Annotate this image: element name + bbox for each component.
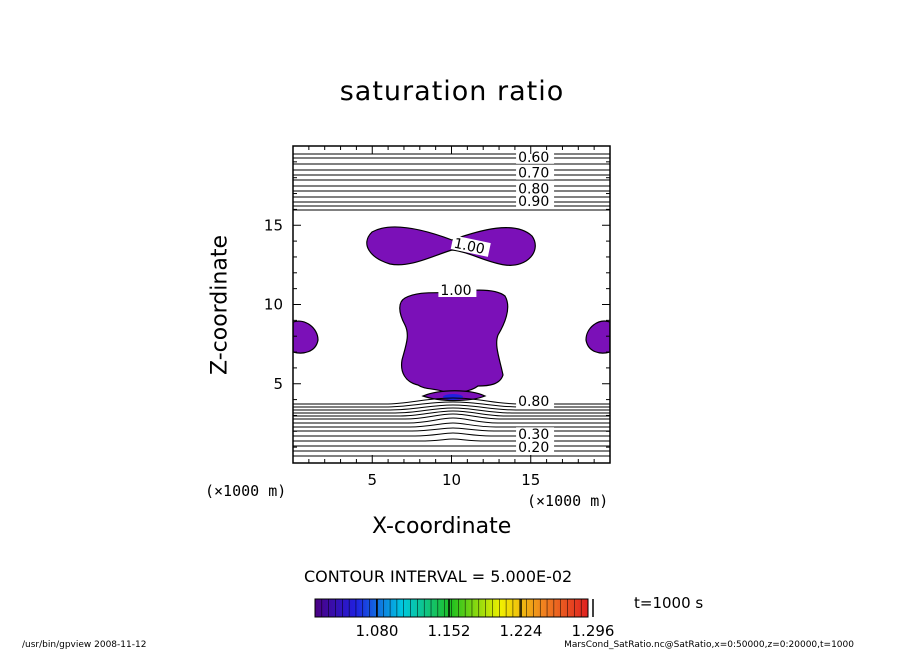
footer-right: MarsCond_SatRatio.nc@SatRatio,x=0:50000,…: [564, 640, 854, 650]
chart-title: saturation ratio: [339, 76, 565, 107]
contour-label: 0.80: [518, 394, 549, 410]
colorbar-tick-label: 1.080: [356, 622, 399, 640]
y-axis-label: Z-coordinate: [207, 235, 233, 375]
axis-tick-labels: 5 10 15 5 10 15: [264, 216, 540, 489]
contour-interval-label: CONTOUR INTERVAL = 5.000E-02: [304, 567, 573, 586]
peak-spot: [443, 394, 463, 400]
contour-label: 0.80: [518, 182, 549, 198]
lower-contour-lines: [293, 397, 610, 457]
axis-ticks: [293, 146, 610, 463]
colorbar-tick-label: 1.296: [572, 622, 615, 640]
contour-label: 1.00: [452, 236, 486, 258]
contour-label: 0.20: [518, 440, 549, 456]
right-edge-lobe: [585, 320, 610, 354]
contour-labels: 0.600.700.800.901.001.000.800.300.20: [438, 149, 555, 456]
contour-label-bg: [516, 393, 555, 408]
contour-label: 0.70: [518, 166, 549, 182]
time-label: t=1000 s: [634, 594, 704, 612]
upper-lobe: [366, 226, 536, 266]
contour-label: 0.30: [518, 427, 549, 443]
contour-label-bg: [516, 149, 555, 164]
y-tick-label: 15: [264, 216, 283, 234]
central-column: [399, 289, 509, 394]
footer-left: /usr/bin/gpview 2008-11-12: [22, 640, 147, 650]
contour-label-bg: [516, 427, 555, 442]
contour-label-bg: [438, 282, 477, 297]
colorbar-tick-label: 1.152: [428, 622, 471, 640]
contour-label-bg: [450, 235, 491, 257]
contour-label: 0.90: [518, 194, 549, 210]
supersaturated-fills: [293, 226, 610, 402]
upper-contour-lines: [293, 153, 610, 211]
contour-label-bg: [516, 194, 555, 209]
colorbar-divisions: [321, 599, 594, 617]
contour-label: 0.60: [518, 150, 549, 166]
contour-label: 1.00: [440, 283, 471, 299]
x-axis-label: X-coordinate: [372, 514, 512, 539]
colorbar-tick-labels: 1.080 1.152 1.224 1.296: [356, 622, 615, 640]
x-unit-right: (×1000 m): [527, 492, 609, 510]
x-tick-label: 10: [442, 471, 461, 489]
colorbar-tick-label: 1.224: [500, 622, 543, 640]
y-tick-label: 5: [273, 375, 283, 393]
x-tick-label: 15: [521, 471, 540, 489]
x-tick-label: 5: [367, 471, 377, 489]
plot-area: 0.600.700.800.901.001.000.800.300.20: [293, 149, 610, 457]
left-edge-lobe: [293, 320, 319, 354]
contour-label-bg: [516, 181, 555, 196]
x-unit-left: (×1000 m): [205, 482, 287, 500]
contour-label-bg: [516, 165, 555, 180]
y-tick-label: 10: [264, 296, 283, 314]
contour-label-bg: [516, 439, 555, 454]
